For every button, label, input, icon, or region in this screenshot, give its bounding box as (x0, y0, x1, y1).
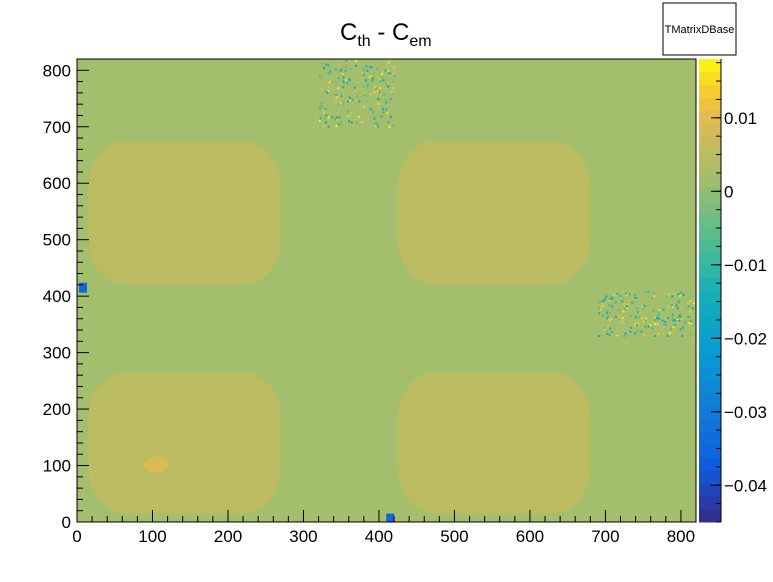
palette-tick-label: 0 (724, 182, 733, 201)
palette-tick-label: −0.03 (724, 403, 767, 422)
y-tick-label: 200 (43, 400, 71, 419)
x-tick-label: 800 (667, 527, 695, 546)
x-tick-label: 500 (440, 527, 468, 546)
title-subscript-1: th (357, 33, 370, 50)
svg-text:Cth - Cem: Cth - Cem (340, 19, 432, 50)
x-tick-label: 0 (72, 527, 81, 546)
lower-right-block (397, 372, 591, 514)
y-tick-label: 700 (43, 118, 71, 137)
title-middle: - C (371, 19, 410, 46)
y-axis: 0 100 200 300 400 500 600 700 800 (43, 58, 89, 532)
y-tick-label: 600 (43, 174, 71, 193)
x-tick-label: 400 (365, 527, 393, 546)
upper-left-block (88, 140, 281, 285)
x-tick-label: 100 (138, 527, 166, 546)
palette-tick-label: −0.04 (724, 476, 767, 495)
lower-left-block (88, 372, 281, 514)
y-tick-label: 0 (62, 513, 71, 532)
y-tick-label: 100 (43, 457, 71, 476)
palette-tick-label: −0.01 (724, 256, 767, 275)
x-tick-label: 300 (289, 527, 317, 546)
palette-tick-label: 0.01 (724, 109, 757, 128)
y-tick-label: 300 (43, 344, 71, 363)
stats-box-label: TMatrixDBase (665, 24, 735, 36)
plot-area (76, 58, 697, 523)
stats-box: TMatrixDBase (662, 2, 737, 56)
x-tick-label: 700 (591, 527, 619, 546)
upper-right-block (397, 140, 591, 285)
color-palette: 0.01 0 −0.01 −0.02 −0.03 −0.04 (699, 59, 767, 523)
hotspot-100-100 (144, 456, 169, 473)
x-tick-label: 600 (516, 527, 544, 546)
x-axis: 0 100 200 300 400 500 600 700 800 (72, 510, 697, 546)
y-tick-label: 500 (43, 231, 71, 250)
noise-top (318, 59, 396, 129)
y-tick-label: 400 (43, 287, 71, 306)
title-subscript-2: em (409, 33, 431, 50)
x-tick-label: 200 (214, 527, 242, 546)
neg-spot-left (79, 282, 88, 293)
title-main-1: C (340, 19, 357, 46)
palette-tick-label: −0.02 (724, 329, 767, 348)
chart-title: Cth - Cem (340, 19, 432, 50)
y-tick-label: 800 (43, 61, 71, 80)
noise-right (597, 290, 696, 338)
neg-spot-bottom (386, 513, 395, 522)
